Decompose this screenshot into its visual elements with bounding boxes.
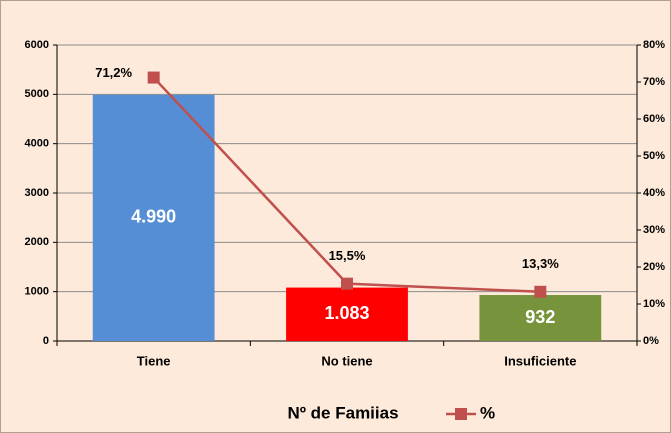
y-tick-label: 5000 [25,88,49,100]
y2-tick-label: 80% [643,39,665,51]
y-tick-label: 1000 [25,286,49,298]
y2-tick-label: 0% [643,335,659,347]
y-tick-label: 2000 [25,236,49,248]
y-tick-label: 0 [43,335,49,347]
legend-label: Nº de Famiias [287,403,398,422]
y2-tick-label: 70% [643,76,665,88]
line-value-label: 71,2% [95,65,132,80]
y-tick-label: 4000 [25,138,49,150]
bar [286,287,408,341]
y2-tick-label: 10% [643,298,665,310]
bar [92,94,215,342]
line-value-label: 13,3% [522,256,559,271]
bar-value-label: 1.083 [324,303,369,323]
y-tick-label: 3000 [25,187,49,199]
bar-value-label: 932 [525,307,555,327]
legend-swatch [455,408,467,420]
y-tick-label: 6000 [25,39,49,51]
x-tick-label: Insuficiente [504,353,576,368]
line-marker [534,285,547,298]
y2-tick-label: 60% [643,113,665,125]
y2-tick-label: 30% [643,224,665,236]
bar [479,295,602,341]
line-marker [341,277,353,290]
x-tick-label: No tiene [321,353,372,368]
x-tick-label: Tiene [137,353,171,368]
legend-label: % [480,403,495,422]
line-value-label: 15,5% [329,248,366,263]
y2-tick-label: 50% [643,150,665,162]
y2-tick-label: 20% [643,261,665,273]
bar-value-label: 4.990 [131,207,176,227]
line-marker [147,71,160,84]
y2-tick-label: 40% [643,187,665,199]
